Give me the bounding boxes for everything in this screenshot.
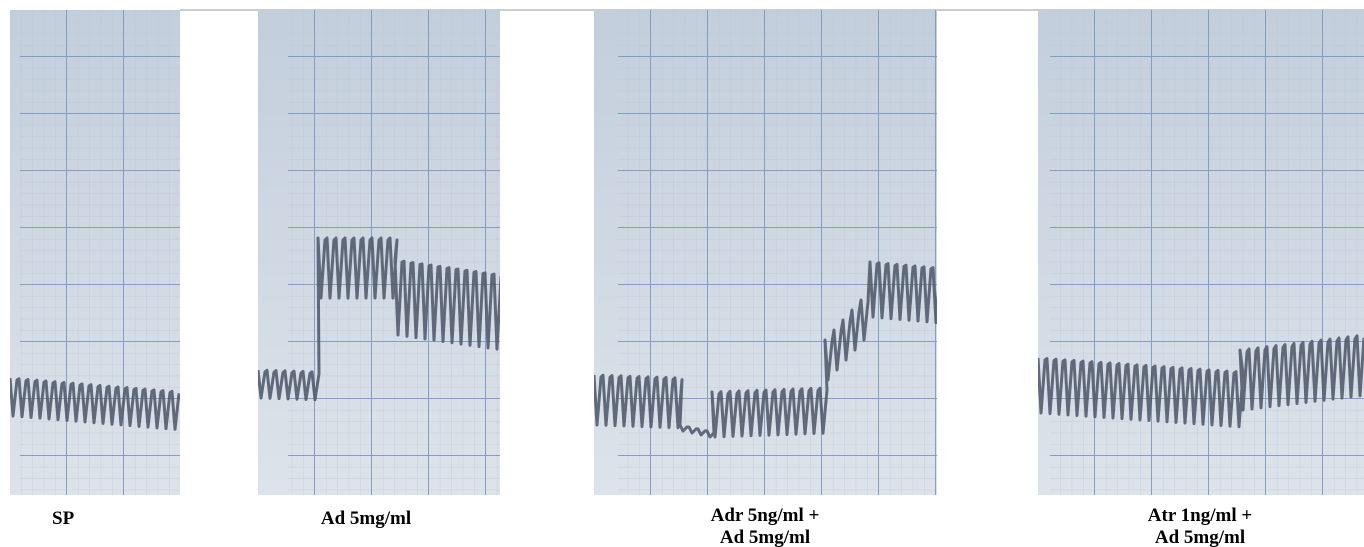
photos bbox=[10, 10, 1364, 495]
photo bbox=[258, 10, 530, 495]
panel-label: SP bbox=[52, 508, 75, 529]
photo bbox=[1038, 10, 1364, 495]
panel-label: Adr 5ng/ml +Ad 5mg/ml bbox=[711, 505, 820, 547]
photo bbox=[10, 10, 190, 495]
grid bbox=[1050, 10, 1364, 495]
panel-label: Atr 1ng/ml +Ad 5mg/ml bbox=[1148, 505, 1252, 547]
figure: SP Ad 5mg/ml Adr 5ng/ml +Ad 5mg/ml Atr 1… bbox=[0, 0, 1364, 547]
panel-label: Ad 5mg/ml bbox=[321, 508, 411, 529]
photo bbox=[594, 10, 961, 495]
